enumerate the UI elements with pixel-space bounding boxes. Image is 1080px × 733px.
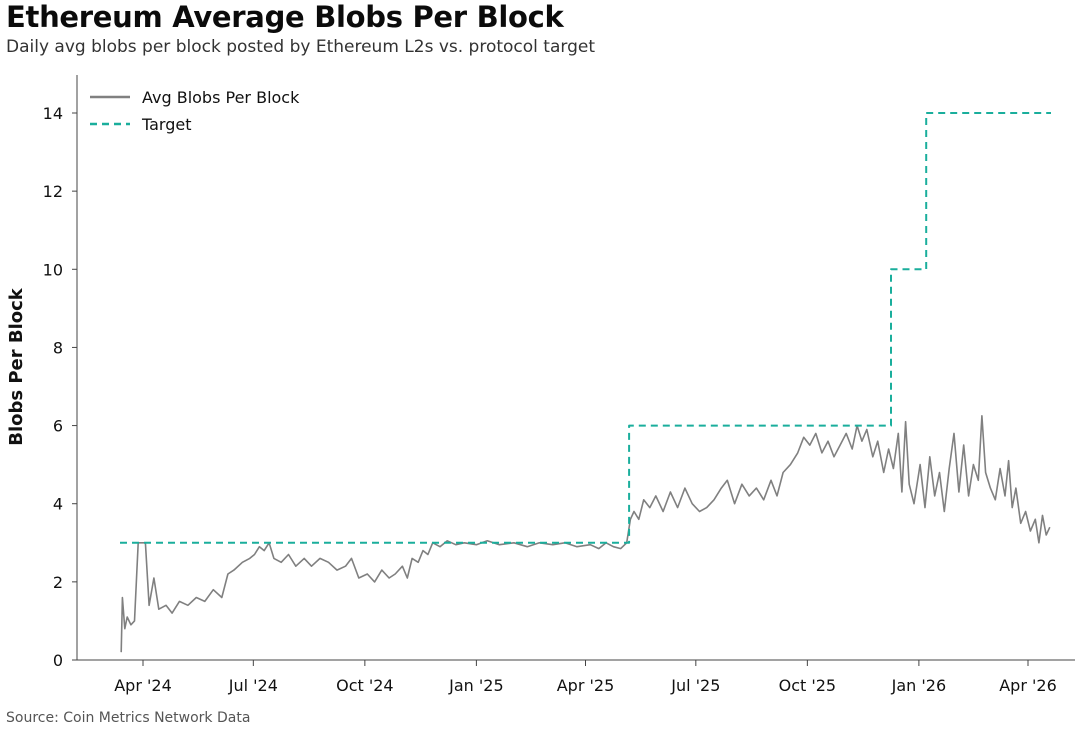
x-tick-label: Apr '26 xyxy=(999,676,1057,695)
x-axis: Apr '24 Jul '24 Oct '24 Jan '25 Apr '25 Jul '… xyxy=(77,659,1075,695)
y-tick-label: 8 xyxy=(53,338,63,357)
y-axis-label: Blobs Per Block xyxy=(6,287,27,446)
y-axis: 0 2 4 6 8 10 12 14 xyxy=(43,75,78,670)
x-tick-label: Apr '25 xyxy=(557,676,615,695)
x-tick-label: Apr '24 xyxy=(114,676,172,695)
x-tick-label: Jan '25 xyxy=(448,676,504,695)
legend-label: Avg Blobs Per Block xyxy=(142,88,300,107)
y-tick-label: 0 xyxy=(53,651,63,670)
legend-label: Target xyxy=(141,115,192,134)
y-tick-label: 6 xyxy=(53,417,63,436)
y-tick-label: 2 xyxy=(53,573,63,592)
y-tick-label: 10 xyxy=(43,260,63,279)
x-tick-label: Jul '24 xyxy=(228,676,278,695)
series-layer xyxy=(120,112,1051,653)
series-line-avg-blobs xyxy=(120,414,1051,653)
x-tick-label: Jul '25 xyxy=(670,676,720,695)
x-tick-label: Oct '24 xyxy=(336,676,394,695)
source-note: Source: Coin Metrics Network Data xyxy=(6,710,251,726)
chart-title: Ethereum Average Blobs Per Block xyxy=(6,0,564,34)
x-tick-label: Jan '26 xyxy=(891,676,947,695)
y-tick-label: 4 xyxy=(53,495,63,514)
series-line-target xyxy=(120,112,1051,544)
y-tick-label: 12 xyxy=(43,182,63,201)
legend: Avg Blobs Per Block Target xyxy=(90,88,300,134)
chart-subtitle: Daily avg blobs per block posted by Ethe… xyxy=(6,37,595,57)
y-tick-label: 14 xyxy=(43,104,63,123)
x-tick-label: Oct '25 xyxy=(779,676,837,695)
